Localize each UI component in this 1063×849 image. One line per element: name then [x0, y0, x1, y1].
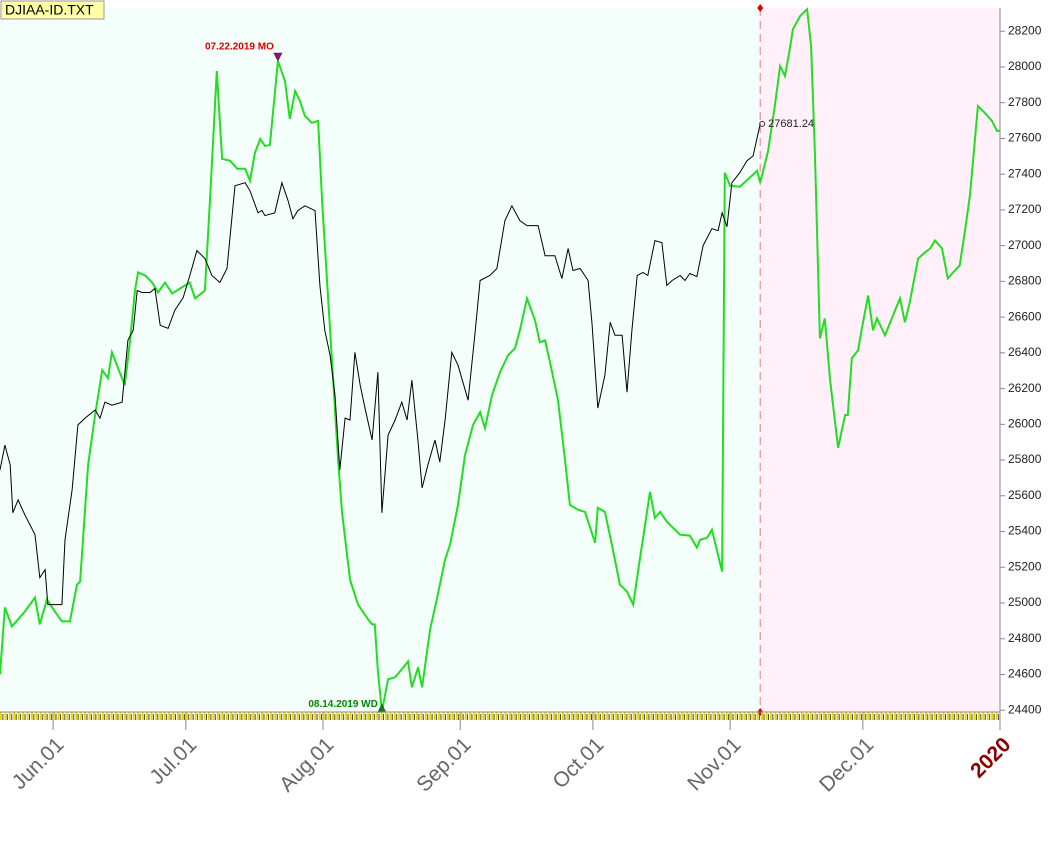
y-tick-label: 27200: [1008, 202, 1042, 216]
day-ticks: [0, 712, 1000, 720]
y-tick-label: 25400: [1008, 524, 1042, 538]
y-tick-label: 24800: [1008, 631, 1042, 645]
y-tick-label: 26800: [1008, 274, 1042, 288]
x-tick-label: 2020: [966, 733, 1015, 782]
title-box: [0, 0, 105, 20]
x-tick-label: Aug.01: [275, 733, 338, 796]
series-line: [0, 123, 761, 606]
series-line: [0, 7, 1000, 712]
y-tick-label: 26400: [1008, 345, 1042, 359]
last-point: [759, 120, 766, 127]
history-region: [0, 8, 761, 712]
y-tick-label: 27400: [1008, 166, 1042, 180]
y-tick-label: 25200: [1008, 559, 1042, 573]
series: [0, 7, 1000, 712]
y-tick-label: 26600: [1008, 309, 1042, 323]
annotation-label: 08.14.2019 WD: [308, 699, 378, 710]
y-tick-label: 27800: [1008, 95, 1042, 109]
annotation-label: 07.22.2019 MO: [205, 42, 274, 53]
y-tick-label: 25600: [1008, 488, 1042, 502]
x-tick-label: Oct.01: [548, 733, 608, 793]
x-tick-label: Jun.01: [8, 733, 69, 794]
x-tick-label: Jul.01: [145, 733, 201, 789]
y-tick-label: 27000: [1008, 238, 1042, 252]
y-tick-label: 24400: [1008, 702, 1042, 716]
projection-region: [760, 8, 1000, 712]
y-tick-label: 26200: [1008, 381, 1042, 395]
y-tick-label: 26000: [1008, 416, 1042, 430]
annotations: 27681.24 07.22.2019 MO 08.14.2019 WD: [205, 42, 814, 713]
y-tick-label: 25000: [1008, 595, 1042, 609]
x-tick-label: Sep.01: [412, 733, 475, 796]
annotation-marker: [273, 52, 283, 62]
divider-marker: [757, 4, 764, 12]
y-tick-label: 25800: [1008, 452, 1042, 466]
chart-title: DJIAA-ID.TXT: [5, 2, 94, 18]
y-tick-label: 28000: [1008, 59, 1042, 73]
background: [0, 4, 1000, 716]
x-tick-label: Nov.01: [683, 733, 745, 795]
y-tick-label: 28200: [1008, 23, 1042, 37]
y-tick-label: 27600: [1008, 131, 1042, 145]
last-value-label: 27681.24: [768, 118, 814, 130]
x-tick-label: Dec.01: [815, 733, 878, 796]
y-tick-label: 24600: [1008, 667, 1042, 681]
